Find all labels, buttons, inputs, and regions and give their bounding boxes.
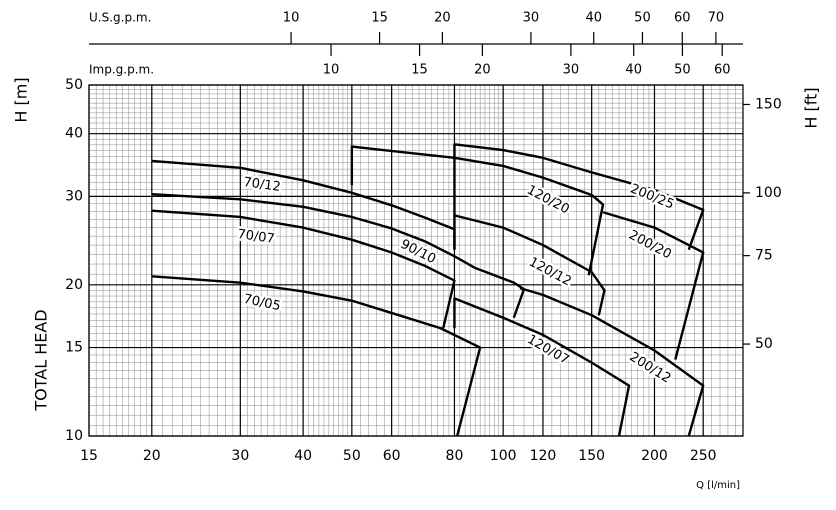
y2-tick-label: 50 xyxy=(755,336,773,352)
y-tick-label: 20 xyxy=(65,277,83,293)
x-tick-label: 50 xyxy=(343,448,361,464)
top-axis-tick-label: 40 xyxy=(625,63,642,78)
top-axis-tick-label: 60 xyxy=(714,63,731,78)
top-axis-tick-label: 20 xyxy=(474,63,491,78)
x-axis-label: Q [l/min] xyxy=(696,480,740,491)
top-axis-label: U.S.g.p.m. xyxy=(89,11,151,25)
top-axis-tick-label: 70 xyxy=(708,11,725,26)
plot-frame xyxy=(88,84,744,437)
y-tick-label: 30 xyxy=(65,188,83,204)
x-tick-label: 150 xyxy=(578,448,605,464)
pump-curve xyxy=(350,145,605,276)
pump-curve xyxy=(453,297,631,437)
x-tick-label: 120 xyxy=(530,448,557,464)
y2-axis-label: H [ft] xyxy=(802,87,821,128)
top-axis-tick-label: 20 xyxy=(434,11,451,26)
y-tick-label: 10 xyxy=(65,428,83,444)
top-axis-tick-label: 50 xyxy=(674,63,691,78)
top-axis-tick-label: 10 xyxy=(323,63,340,78)
y2-tick-label: 150 xyxy=(755,96,782,112)
top-axis-tick-label: 10 xyxy=(283,11,300,26)
top-axis-tick-label: 30 xyxy=(523,11,540,26)
pump-curve xyxy=(453,143,705,251)
pump-curve xyxy=(602,211,705,360)
x-tick-label: 40 xyxy=(294,448,312,464)
x-tick-label: 100 xyxy=(490,448,517,464)
x-tick-label: 250 xyxy=(690,448,717,464)
top-axis-tick-label: 40 xyxy=(585,11,602,26)
pump-curve xyxy=(151,193,526,319)
y2-tick-label: 75 xyxy=(755,248,773,264)
pump-curve xyxy=(151,159,456,250)
x-tick-label: 20 xyxy=(143,448,161,464)
y-tick-label: 50 xyxy=(65,77,83,93)
y-tick-label: 40 xyxy=(65,126,83,142)
top-axis-tick-label: 50 xyxy=(634,11,651,26)
top-axis-tick-label: 60 xyxy=(674,11,691,26)
x-tick-label: 200 xyxy=(641,448,668,464)
top-axis-tick-label: 15 xyxy=(371,11,388,26)
pump-curve xyxy=(151,275,482,437)
y-tick-label: 15 xyxy=(65,340,83,356)
pump-curve xyxy=(519,286,705,437)
top-axis-tick-label: 15 xyxy=(411,63,428,78)
pump-curve xyxy=(151,209,456,329)
y2-tick-label: 100 xyxy=(755,185,782,201)
y-axis-title: TOTAL HEAD xyxy=(32,309,51,411)
x-tick-label: 80 xyxy=(446,448,464,464)
x-tick-label: 60 xyxy=(383,448,401,464)
x-tick-label: 15 xyxy=(80,448,98,464)
top-axis-tick-label: 30 xyxy=(563,63,580,78)
y-axis-label: H [m] xyxy=(12,77,31,122)
x-tick-label: 30 xyxy=(231,448,249,464)
top-axis-label: Imp.g.p.m. xyxy=(89,63,154,77)
